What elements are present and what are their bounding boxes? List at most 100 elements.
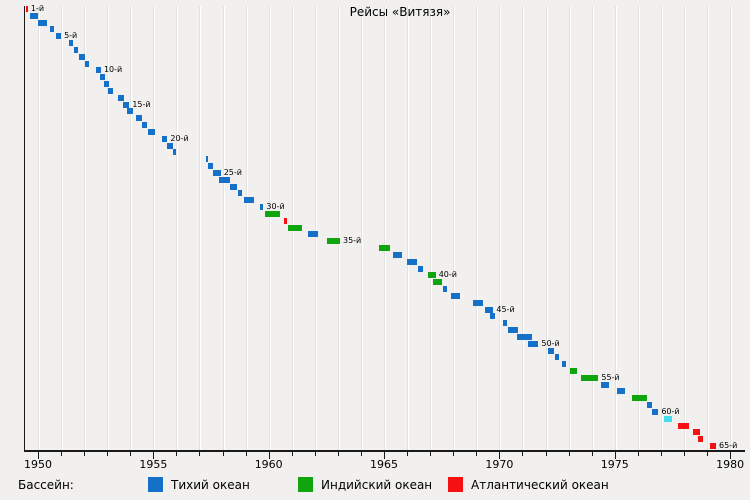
voyage-label: 1-й: [30, 4, 45, 13]
x-axis-minor-tick: [107, 452, 109, 456]
gridline-year: [268, 6, 271, 450]
voyage-bar: [646, 402, 652, 409]
x-axis-tick-label: 1950: [24, 458, 52, 471]
gridline-year: [38, 6, 40, 450]
x-axis-minor-tick: [637, 452, 639, 456]
gridline-year: [176, 6, 179, 450]
voyage-bar: [561, 361, 567, 368]
voyage-bar: [547, 347, 555, 354]
x-axis-major-tick: [614, 452, 616, 459]
voyage-bar: [600, 381, 609, 388]
gridline-year: [660, 6, 663, 450]
voyage-bar: [490, 313, 495, 320]
gridline-year: [384, 6, 387, 450]
gridline-year: [107, 6, 110, 450]
gridline-year: [314, 6, 317, 450]
legend-label-atlantic: Атлантический океан: [471, 478, 609, 492]
x-axis-minor-tick: [545, 452, 547, 456]
voyage-bar: [238, 190, 242, 197]
x-axis-minor-tick: [476, 452, 478, 456]
voyage-bar: [616, 388, 625, 395]
voyage-bar: [205, 156, 209, 163]
voyage-bar: [126, 108, 134, 115]
x-axis-tick-label: 1975: [600, 458, 629, 471]
voyage-bar: [85, 60, 89, 67]
voyage-bar: [173, 149, 176, 156]
x-axis-minor-tick: [61, 452, 63, 456]
x-axis-minor-tick: [660, 452, 662, 456]
voyage-bar: [326, 238, 340, 245]
voyage-bar: [213, 169, 221, 176]
gridline-year: [476, 6, 479, 450]
voyage-label: 40-й: [438, 270, 457, 280]
gridline-year: [499, 6, 502, 450]
gridline-year: [407, 6, 410, 450]
x-axis-minor-tick: [314, 452, 316, 456]
voyage-bar: [528, 340, 539, 347]
x-axis-line: [24, 450, 745, 452]
indian-swatch-icon: [298, 477, 313, 492]
voyage-bar: [148, 128, 155, 135]
gridline-year: [637, 6, 640, 450]
gridline-year: [199, 6, 202, 450]
voyage-label: 30-й: [266, 202, 285, 212]
voyage-bar: [307, 231, 318, 238]
gridline-year: [707, 6, 710, 450]
gridline-year: [245, 6, 248, 450]
voyage-label: 25-й: [223, 167, 242, 177]
voyage-bar: [427, 272, 436, 279]
gridline-year: [61, 6, 64, 450]
x-axis-tick-label: 1960: [254, 458, 283, 471]
voyage-bar: [692, 429, 701, 436]
x-axis-minor-tick: [130, 452, 132, 456]
x-axis-minor-tick: [683, 452, 685, 456]
voyage-bar: [244, 197, 254, 204]
gridline-year: [453, 6, 456, 450]
voyage-label: 65-й: [719, 441, 738, 451]
voyage-label: 10-й: [103, 65, 123, 75]
gridline-year: [84, 6, 87, 450]
x-axis-major-tick: [384, 452, 386, 459]
voyage-bar: [49, 26, 55, 33]
atlantic-swatch-icon: [448, 477, 463, 492]
voyage-label: 15-й: [132, 99, 151, 109]
voyage-bar: [652, 408, 659, 415]
gridline-year: [730, 6, 733, 450]
voyage-bar: [517, 333, 532, 340]
voyage-bar: [581, 374, 599, 381]
gridline-year: [222, 6, 225, 450]
voyage-label: 45-й: [496, 304, 515, 314]
gridline-year: [614, 6, 617, 450]
x-axis-minor-tick: [84, 452, 86, 456]
pacific-swatch-icon: [148, 477, 163, 492]
voyage-bar: [677, 422, 690, 429]
voyage-bar: [259, 204, 264, 211]
voyage-label: 50-й: [541, 338, 560, 348]
voyage-bar: [710, 443, 716, 450]
gridline-year: [591, 6, 594, 450]
voyage-bar: [118, 94, 125, 101]
voyage-bar: [161, 135, 168, 142]
voyage-bar: [406, 258, 418, 265]
voyage-bar: [219, 176, 230, 183]
gridline-year: [522, 6, 525, 450]
voyage-bar: [393, 251, 402, 258]
voyage-bar: [229, 183, 237, 190]
x-axis-minor-tick: [222, 452, 224, 456]
voyage-bar: [265, 210, 280, 217]
x-axis-minor-tick: [291, 452, 293, 456]
voyage-bar: [508, 327, 519, 333]
x-axis-minor-tick: [199, 452, 201, 456]
voyage-bar: [68, 40, 74, 47]
voyage-bar: [631, 395, 647, 402]
voyage-label: 20-й: [170, 133, 189, 143]
legend-label-pacific: Тихий океан: [171, 478, 250, 492]
x-axis-minor-tick: [453, 452, 455, 456]
voyage-bar: [100, 74, 105, 81]
chart-title: Рейсы «Витязя»: [349, 5, 451, 19]
x-axis-tick-label: 1970: [485, 458, 514, 471]
x-axis-minor-tick: [707, 452, 709, 456]
x-axis-major-tick: [499, 452, 501, 459]
x-axis-major-tick: [153, 452, 155, 459]
